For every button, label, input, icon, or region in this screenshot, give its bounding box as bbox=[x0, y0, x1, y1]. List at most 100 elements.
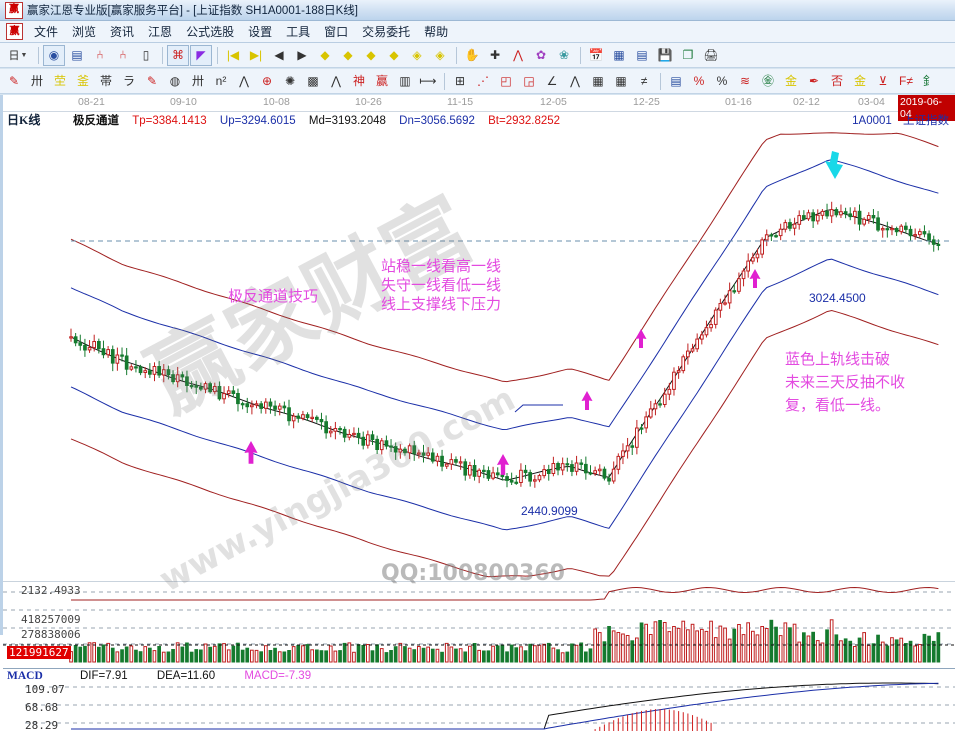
volume-bar bbox=[152, 650, 157, 663]
menu-item-5[interactable]: 设置 bbox=[248, 25, 273, 39]
square-n-icon[interactable]: n² bbox=[215, 74, 227, 88]
measure-icon[interactable]: ⟼ bbox=[419, 74, 437, 88]
chart-area[interactable]: 08-21 09-10 10-08 10-26 11-15 12-05 12-25 01-16… bbox=[0, 95, 955, 731]
trend-angle-icon[interactable]: ∠ bbox=[546, 74, 558, 88]
percent-lines-icon[interactable]: ≋ bbox=[739, 74, 751, 88]
box-fan-icon[interactable]: ◰ bbox=[500, 74, 512, 88]
crosshair-icon[interactable]: ✚ bbox=[489, 48, 501, 62]
ink-icon[interactable]: ✒ bbox=[808, 74, 820, 88]
price-panel[interactable] bbox=[3, 129, 955, 581]
grid-view-icon[interactable]: ▦ bbox=[613, 48, 625, 62]
angle-tool-icon[interactable]: ⋀ bbox=[239, 74, 249, 88]
magic-tool-icon[interactable]: 神 bbox=[352, 74, 365, 88]
zigzag-icon[interactable]: ⋀ bbox=[570, 74, 580, 88]
frame-icon[interactable]: ⊞ bbox=[454, 74, 466, 88]
menu-item-4[interactable]: 公式选股 bbox=[186, 25, 235, 39]
zoom-left-icon[interactable]: ◆ bbox=[320, 48, 330, 62]
grid-square-icon[interactable]: ▦ bbox=[592, 74, 604, 88]
grid-dense-icon[interactable]: ▦ bbox=[615, 74, 627, 88]
pen-tool-icon[interactable]: ✎ bbox=[8, 74, 20, 88]
gold-fan-icon[interactable]: 釒 bbox=[922, 74, 935, 88]
indicator-3-icon[interactable]: ⑃ bbox=[96, 48, 104, 62]
draw-line-icon[interactable]: ⋀ bbox=[513, 48, 523, 62]
gann-tool-icon[interactable]: ⌘ bbox=[167, 44, 189, 66]
macd-dea: DEA=11.60 bbox=[156, 670, 216, 682]
menu-item-1[interactable]: 浏览 bbox=[72, 25, 97, 39]
volume-bar bbox=[407, 647, 412, 663]
gold-line-icon[interactable]: 金 bbox=[853, 74, 866, 88]
gann-box-icon[interactable]: 釜 bbox=[76, 74, 89, 88]
target-icon[interactable]: ⊕ bbox=[261, 74, 273, 88]
pattern-icon[interactable]: ✿ bbox=[535, 48, 547, 62]
list-view-icon[interactable]: ▤ bbox=[636, 48, 648, 62]
gold-ratio-icon[interactable]: 金 bbox=[784, 74, 797, 88]
fibonacci-icon[interactable]: 帯 bbox=[99, 74, 112, 88]
percent-fan-icon[interactable]: % bbox=[693, 74, 705, 88]
color-chart-icon[interactable]: ◤ bbox=[190, 44, 212, 66]
gann-fan-icon[interactable]: 卅 bbox=[30, 74, 43, 88]
volume-bar bbox=[379, 648, 384, 663]
volume-bar bbox=[333, 650, 338, 663]
negate-icon[interactable]: 否 bbox=[830, 74, 843, 88]
menu-item-2[interactable]: 资讯 bbox=[110, 25, 135, 39]
fan-lines-icon[interactable]: ⋰ bbox=[477, 74, 489, 88]
candle-body bbox=[783, 222, 788, 230]
report-icon[interactable]: ▤ bbox=[71, 48, 83, 62]
zoom-right-icon[interactable]: ◆ bbox=[343, 48, 353, 62]
volume-bar bbox=[519, 646, 523, 663]
candle-style-icon[interactable]: ▯ bbox=[142, 48, 150, 62]
star-icon[interactable]: ✺ bbox=[284, 74, 296, 88]
expand-icon[interactable]: ◆ bbox=[366, 48, 376, 62]
macd-panel[interactable]: MACD DIF=7.91 DEA=11.60 MACD=-7.39 109.0… bbox=[3, 668, 955, 731]
candle-body bbox=[565, 463, 570, 466]
copy-icon[interactable]: ❐ bbox=[682, 48, 694, 62]
brain-icon[interactable]: ❀ bbox=[558, 48, 570, 62]
calendar-icon[interactable]: 📅 bbox=[588, 48, 604, 62]
candle-body bbox=[250, 404, 254, 408]
overlay-chart-icon[interactable]: ◉ bbox=[43, 44, 65, 66]
period-day-button[interactable]: 日 ▼ bbox=[8, 48, 28, 62]
toolbar-separator bbox=[444, 72, 445, 90]
menu-item-0[interactable]: 文件 bbox=[34, 25, 59, 39]
channel-icon[interactable]: ≠ bbox=[640, 74, 648, 88]
first-page-icon[interactable]: |◀ bbox=[226, 48, 240, 62]
volume-panel[interactable] bbox=[3, 581, 955, 665]
print-icon[interactable]: 🖨 bbox=[703, 48, 719, 62]
menu-item-8[interactable]: 交易委托 bbox=[362, 25, 411, 39]
parallel-lines-icon[interactable]: 卅 bbox=[191, 74, 204, 88]
price-tag-low: 2440.9099 bbox=[521, 504, 578, 518]
volume-bar bbox=[463, 651, 468, 663]
gold-circle-icon[interactable]: ㊎ bbox=[761, 74, 774, 88]
menu-item-7[interactable]: 窗口 bbox=[324, 25, 349, 39]
save-icon[interactable]: 💾 bbox=[657, 48, 673, 62]
hand-pan-icon[interactable]: ✋ bbox=[464, 48, 480, 62]
marker-icon[interactable]: ✎ bbox=[146, 74, 158, 88]
f-channel-icon[interactable]: F≠ bbox=[899, 74, 913, 88]
date-axis: 08-21 09-10 10-08 10-26 11-15 12-05 12-25 01-16… bbox=[3, 95, 955, 121]
volume-bar bbox=[570, 643, 574, 663]
retrace-icon[interactable]: ◲ bbox=[523, 74, 535, 88]
indicator-9-icon[interactable]: ⑃ bbox=[119, 48, 127, 62]
scroll-right-icon[interactable]: ▶ bbox=[297, 48, 307, 62]
gann-square-icon[interactable]: 茔 bbox=[53, 74, 66, 88]
percent-icon[interactable]: % bbox=[716, 74, 728, 88]
win-tool-icon[interactable]: 赢 bbox=[375, 74, 388, 88]
volume-bar bbox=[885, 645, 890, 663]
zoom-out-icon[interactable]: ◈ bbox=[435, 48, 445, 62]
last-page-icon[interactable]: ▶| bbox=[249, 48, 263, 62]
levels-icon[interactable]: ▤ bbox=[670, 74, 682, 88]
volume-bar bbox=[134, 649, 138, 663]
scroll-left-icon[interactable]: ◀ bbox=[274, 48, 284, 62]
circle-tool-icon[interactable]: ◍ bbox=[169, 74, 181, 88]
menu-item-9[interactable]: 帮助 bbox=[424, 25, 449, 39]
menu-item-6[interactable]: 工具 bbox=[286, 25, 311, 39]
zoom-in-icon[interactable]: ◈ bbox=[412, 48, 422, 62]
menu-item-3[interactable]: 江恩 bbox=[148, 25, 173, 39]
scale-123-icon[interactable]: ▥ bbox=[399, 74, 411, 88]
cross-lines-icon[interactable]: ⊻ bbox=[878, 74, 888, 88]
contract-icon[interactable]: ◆ bbox=[389, 48, 399, 62]
spiral-icon[interactable]: ラ bbox=[122, 74, 135, 88]
volume-bar bbox=[839, 640, 843, 663]
grid-tool-icon[interactable]: ▩ bbox=[307, 74, 319, 88]
wave-tool-icon[interactable]: ⋀ bbox=[331, 74, 341, 88]
